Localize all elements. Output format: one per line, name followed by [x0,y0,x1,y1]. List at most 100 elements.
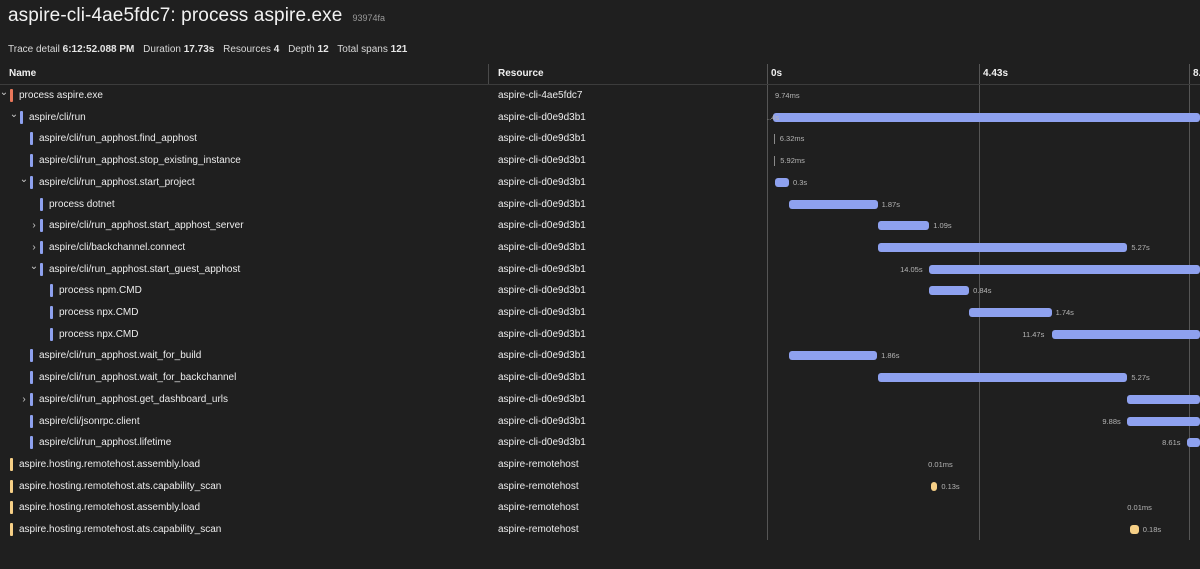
span-timeline-bar[interactable] [774,177,789,187]
resource-color-indicator [30,132,33,146]
span-timeline-bar[interactable] [877,221,930,231]
span-timeline-marker[interactable] [773,134,775,145]
resource-color-indicator [50,306,53,319]
span-timeline-bar[interactable] [969,308,1052,317]
span-row[interactable]: aspire/cli/run_apphost.find_apphost aspir… [0,128,1200,150]
timeline-gridline [979,64,980,540]
column-header-name[interactable]: Name [9,68,37,79]
chevron-right-icon[interactable]: › [32,220,36,232]
span-row[interactable]: process npx.CMD aspire-cli-d0e9d3b1 11.47s [0,324,1200,346]
span-name: aspire/cli/run [29,111,86,123]
span-timeline-marker[interactable] [774,156,776,167]
span-row[interactable]: › aspire/cli/run_apphost.get_dashboard_ur… [0,389,1200,411]
resource-color-indicator [30,392,33,406]
span-duration-label: 1.86s [881,351,900,361]
span-resource: aspire-cli-d0e9d3b1 [498,220,586,232]
span-duration-label: 6.32ms [779,134,805,144]
span-timeline-bar[interactable] [788,199,878,209]
span-row[interactable]: ⌄ process aspire.exe aspire-cli-4ae5fdc7 9.… [0,85,1200,107]
span-row[interactable]: aspire/cli/run_apphost.lifetime aspire-cl… [0,432,1200,454]
span-resource: aspire-cli-d0e9d3b1 [498,198,586,210]
resource-color-indicator [30,175,33,189]
span-resource: aspire-cli-d0e9d3b1 [498,393,586,405]
span-timeline-bar[interactable] [1127,394,1200,404]
span-row[interactable]: ⌄ aspire/cli/run_apphost.start_guest_apph… [0,259,1200,281]
chevron-down-icon[interactable]: ⌄ [0,87,9,98]
span-row[interactable]: aspire.hosting.remotehost.assembly.load a… [0,454,1200,476]
span-row[interactable]: aspire/cli/jsonrpc.client aspire-cli-d0e9… [0,411,1200,433]
resource-color-indicator [10,89,13,102]
span-timeline-bar[interactable] [1127,416,1200,426]
span-name: process aspire.exe [19,90,103,101]
span-duration-label: 1.87s [881,199,900,209]
span-name: process npx.CMD [59,307,139,318]
span-resource: aspire-remotehost [498,524,579,535]
span-duration-label: 9.74ms [775,91,800,100]
span-row[interactable]: aspire.hosting.remotehost.assembly.load a… [0,497,1200,519]
span-resource: aspire-cli-d0e9d3b1 [498,263,586,275]
column-header-resource[interactable]: Resource [498,68,544,79]
trace-id: 93974fa [352,13,385,23]
chevron-down-icon[interactable]: ⌄ [9,108,19,120]
duration-value: 17.73s [183,44,215,55]
span-row[interactable]: aspire.hosting.remotehost.ats.capability… [0,519,1200,541]
span-resource: aspire-cli-d0e9d3b1 [498,307,586,318]
span-timeline-bar[interactable] [1130,525,1139,534]
span-resource: aspire-cli-d0e9d3b1 [498,155,586,167]
resource-color-indicator [50,284,53,298]
span-name: aspire/cli/run_apphost.get_dashboard_url… [39,393,229,405]
span-duration-label: 5.92ms [780,156,805,166]
span-row[interactable]: process npx.CMD aspire-cli-d0e9d3b1 1.74s [0,302,1200,324]
resource-color-indicator [40,219,43,233]
chevron-down-icon[interactable]: ⌄ [29,260,39,272]
span-resource: aspire-cli-d0e9d3b1 [498,111,586,123]
span-row[interactable]: aspire/cli/run_apphost.wait_for_build asp… [0,345,1200,367]
span-name: aspire.hosting.remotehost.assembly.load [19,458,201,470]
span-name: aspire/cli/run_apphost.find_apphost [39,133,197,145]
span-timeline-bar[interactable] [1187,438,1200,448]
span-name: aspire/cli/backchannel.connect [49,241,186,253]
span-row[interactable]: › aspire/cli/backchannel.connect aspire-cl… [0,237,1200,259]
span-timeline-bar[interactable] [931,481,938,491]
span-duration-label: 0.3s [792,177,808,187]
chevron-down-icon[interactable]: ⌄ [19,173,29,185]
span-timeline-bar[interactable] [877,242,1128,252]
span-row[interactable]: aspire/cli/run_apphost.wait_for_backchan… [0,367,1200,389]
duration-label: Duration [143,44,181,55]
span-duration-label: 14.05s [900,264,923,274]
span-timeline-bar[interactable] [773,112,1200,122]
span-timeline-bar[interactable] [929,264,1200,274]
span-row[interactable]: process npm.CMD aspire-cli-d0e9d3b1 0.84s [0,280,1200,302]
span-row[interactable]: ⌄ aspire/cli/run aspire-cli-d0e9d3b1 ..4s [0,107,1200,129]
resource-color-indicator [10,457,13,471]
span-resource: aspire-cli-d0e9d3b1 [498,328,586,340]
timeline-tick-label: 4.43s [983,68,1009,79]
span-duration-label: 11.47s [1022,329,1045,339]
span-row[interactable]: aspire/cli/run_apphost.stop_existing_ins… [0,150,1200,172]
trace-detail-label: Trace detail [8,44,60,55]
resource-color-indicator [10,501,13,515]
span-row[interactable]: ⌄ aspire/cli/run_apphost.start_project asp… [0,172,1200,194]
trace-summary: Trace detail 6:12:52.088 PM Duration 17.… [8,44,413,55]
span-resource: aspire-remotehost [498,458,579,470]
resource-color-indicator [30,349,33,363]
span-timeline-bar[interactable] [929,286,970,296]
page-header: aspire-cli-4ae5fdc7: process aspire.exe … [8,5,385,27]
resource-color-indicator [30,371,33,385]
span-timeline-bar[interactable] [1051,329,1200,339]
span-timeline-bar[interactable] [788,351,878,361]
chevron-right-icon[interactable]: › [32,241,36,253]
timeline-gridline [767,64,768,540]
column-resize-handle[interactable] [488,64,489,84]
span-row[interactable]: aspire.hosting.remotehost.ats.capability… [0,476,1200,498]
span-timeline-bar[interactable] [877,373,1128,383]
span-row[interactable]: › aspire/cli/run_apphost.start_apphost_se… [0,215,1200,237]
span-name: aspire/cli/run_apphost.wait_for_backchan… [39,372,237,384]
span-duration-label: ..4s [767,112,780,122]
span-duration-label: 1.74s [1055,308,1074,317]
span-name: aspire/cli/jsonrpc.client [39,415,140,427]
span-row[interactable]: process dotnet aspire-cli-d0e9d3b1 1.87s [0,194,1200,216]
span-name: aspire/cli/run_apphost.start_guest_appho… [49,263,241,275]
span-duration-label: 1.09s [933,221,952,231]
chevron-right-icon[interactable]: › [22,393,26,405]
